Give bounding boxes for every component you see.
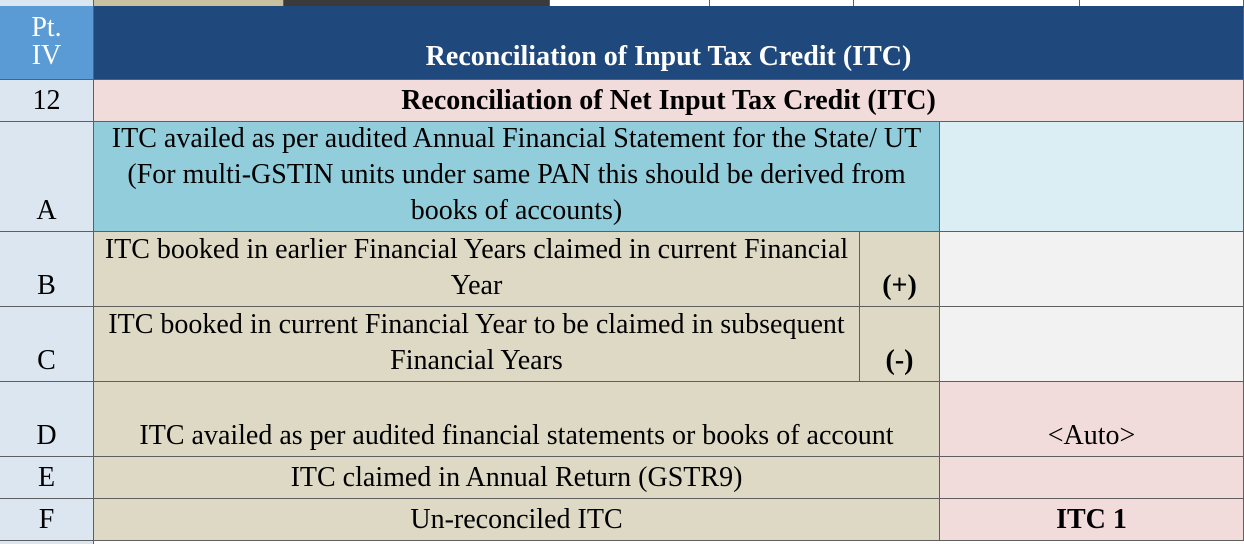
- row-sign: (-): [885, 345, 914, 376]
- section-header: Reconciliation of Input Tax Credit (ITC): [94, 6, 1244, 80]
- row-value-cell[interactable]: [940, 457, 1244, 499]
- subsection-title-cell: Reconciliation of Net Input Tax Credit (…: [94, 80, 1244, 122]
- row-label: B: [37, 270, 56, 301]
- row-value-cell[interactable]: [940, 122, 1244, 232]
- row-sign-cell: (+): [860, 232, 940, 307]
- row-sign-cell: (-): [860, 307, 940, 382]
- row-label-cell: E: [0, 457, 94, 499]
- subsection-title: Reconciliation of Net Input Tax Credit (…: [401, 84, 936, 116]
- row-description-cell: Un-reconciled ITC: [94, 499, 940, 541]
- row-label-cell: A: [0, 122, 94, 232]
- part-label-line1: Pt.: [31, 12, 62, 43]
- part-number-cell: Pt. IV: [0, 6, 94, 80]
- row-value-cell: ITC 1: [940, 499, 1244, 541]
- row-description: ITC booked in current Financial Year to …: [108, 309, 845, 376]
- row-sign: (+): [882, 270, 917, 301]
- partial-row-cell: [94, 541, 1244, 544]
- partial-row-cell: [550, 0, 710, 6]
- subsection-number: 12: [32, 84, 61, 116]
- row-description: ITC availed as per audited Annual Financ…: [111, 123, 922, 226]
- partial-row-cell: [0, 0, 94, 6]
- partial-row-cell: [0, 541, 94, 544]
- row-description: ITC availed as per audited financial sta…: [139, 420, 894, 451]
- row-description-cell: ITC booked in earlier Financial Years cl…: [94, 232, 860, 307]
- row-label-cell: D: [0, 382, 94, 457]
- partial-row-cell: [284, 0, 550, 6]
- row-description-cell: ITC claimed in Annual Return (GSTR9): [94, 457, 940, 499]
- itc-result-value: ITC 1: [1056, 504, 1127, 535]
- row-label: A: [36, 195, 57, 226]
- row-description-cell: ITC availed as per audited financial sta…: [94, 382, 940, 457]
- row-description: ITC booked in earlier Financial Years cl…: [104, 234, 849, 301]
- row-description: Un-reconciled ITC: [410, 504, 623, 535]
- row-value-cell: <Auto>: [940, 382, 1244, 457]
- row-label: F: [38, 504, 55, 535]
- row-label: C: [37, 345, 56, 376]
- row-label-cell: F: [0, 499, 94, 541]
- subsection-number-cell: 12: [0, 80, 94, 122]
- row-label-cell: B: [0, 232, 94, 307]
- row-description-cell: ITC booked in current Financial Year to …: [94, 307, 860, 382]
- auto-value: <Auto>: [1047, 420, 1136, 451]
- row-label: D: [36, 420, 57, 451]
- row-description-cell: ITC availed as per audited Annual Financ…: [94, 122, 940, 232]
- row-label: E: [37, 462, 56, 493]
- partial-row-cell: [710, 0, 854, 6]
- row-value-cell[interactable]: [940, 232, 1244, 307]
- section-title: Reconciliation of Input Tax Credit (ITC): [425, 41, 912, 72]
- row-label-cell: C: [0, 307, 94, 382]
- part-label-line2: IV: [31, 40, 62, 71]
- partial-row-cell: [94, 0, 284, 6]
- partial-row-cell: [854, 0, 1080, 6]
- row-value-cell[interactable]: [940, 307, 1244, 382]
- row-description: ITC claimed in Annual Return (GSTR9): [290, 462, 743, 493]
